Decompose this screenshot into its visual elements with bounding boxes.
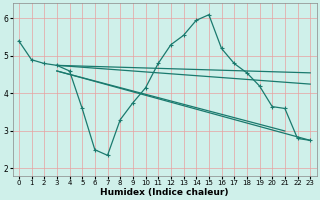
X-axis label: Humidex (Indice chaleur): Humidex (Indice chaleur): [100, 188, 229, 197]
